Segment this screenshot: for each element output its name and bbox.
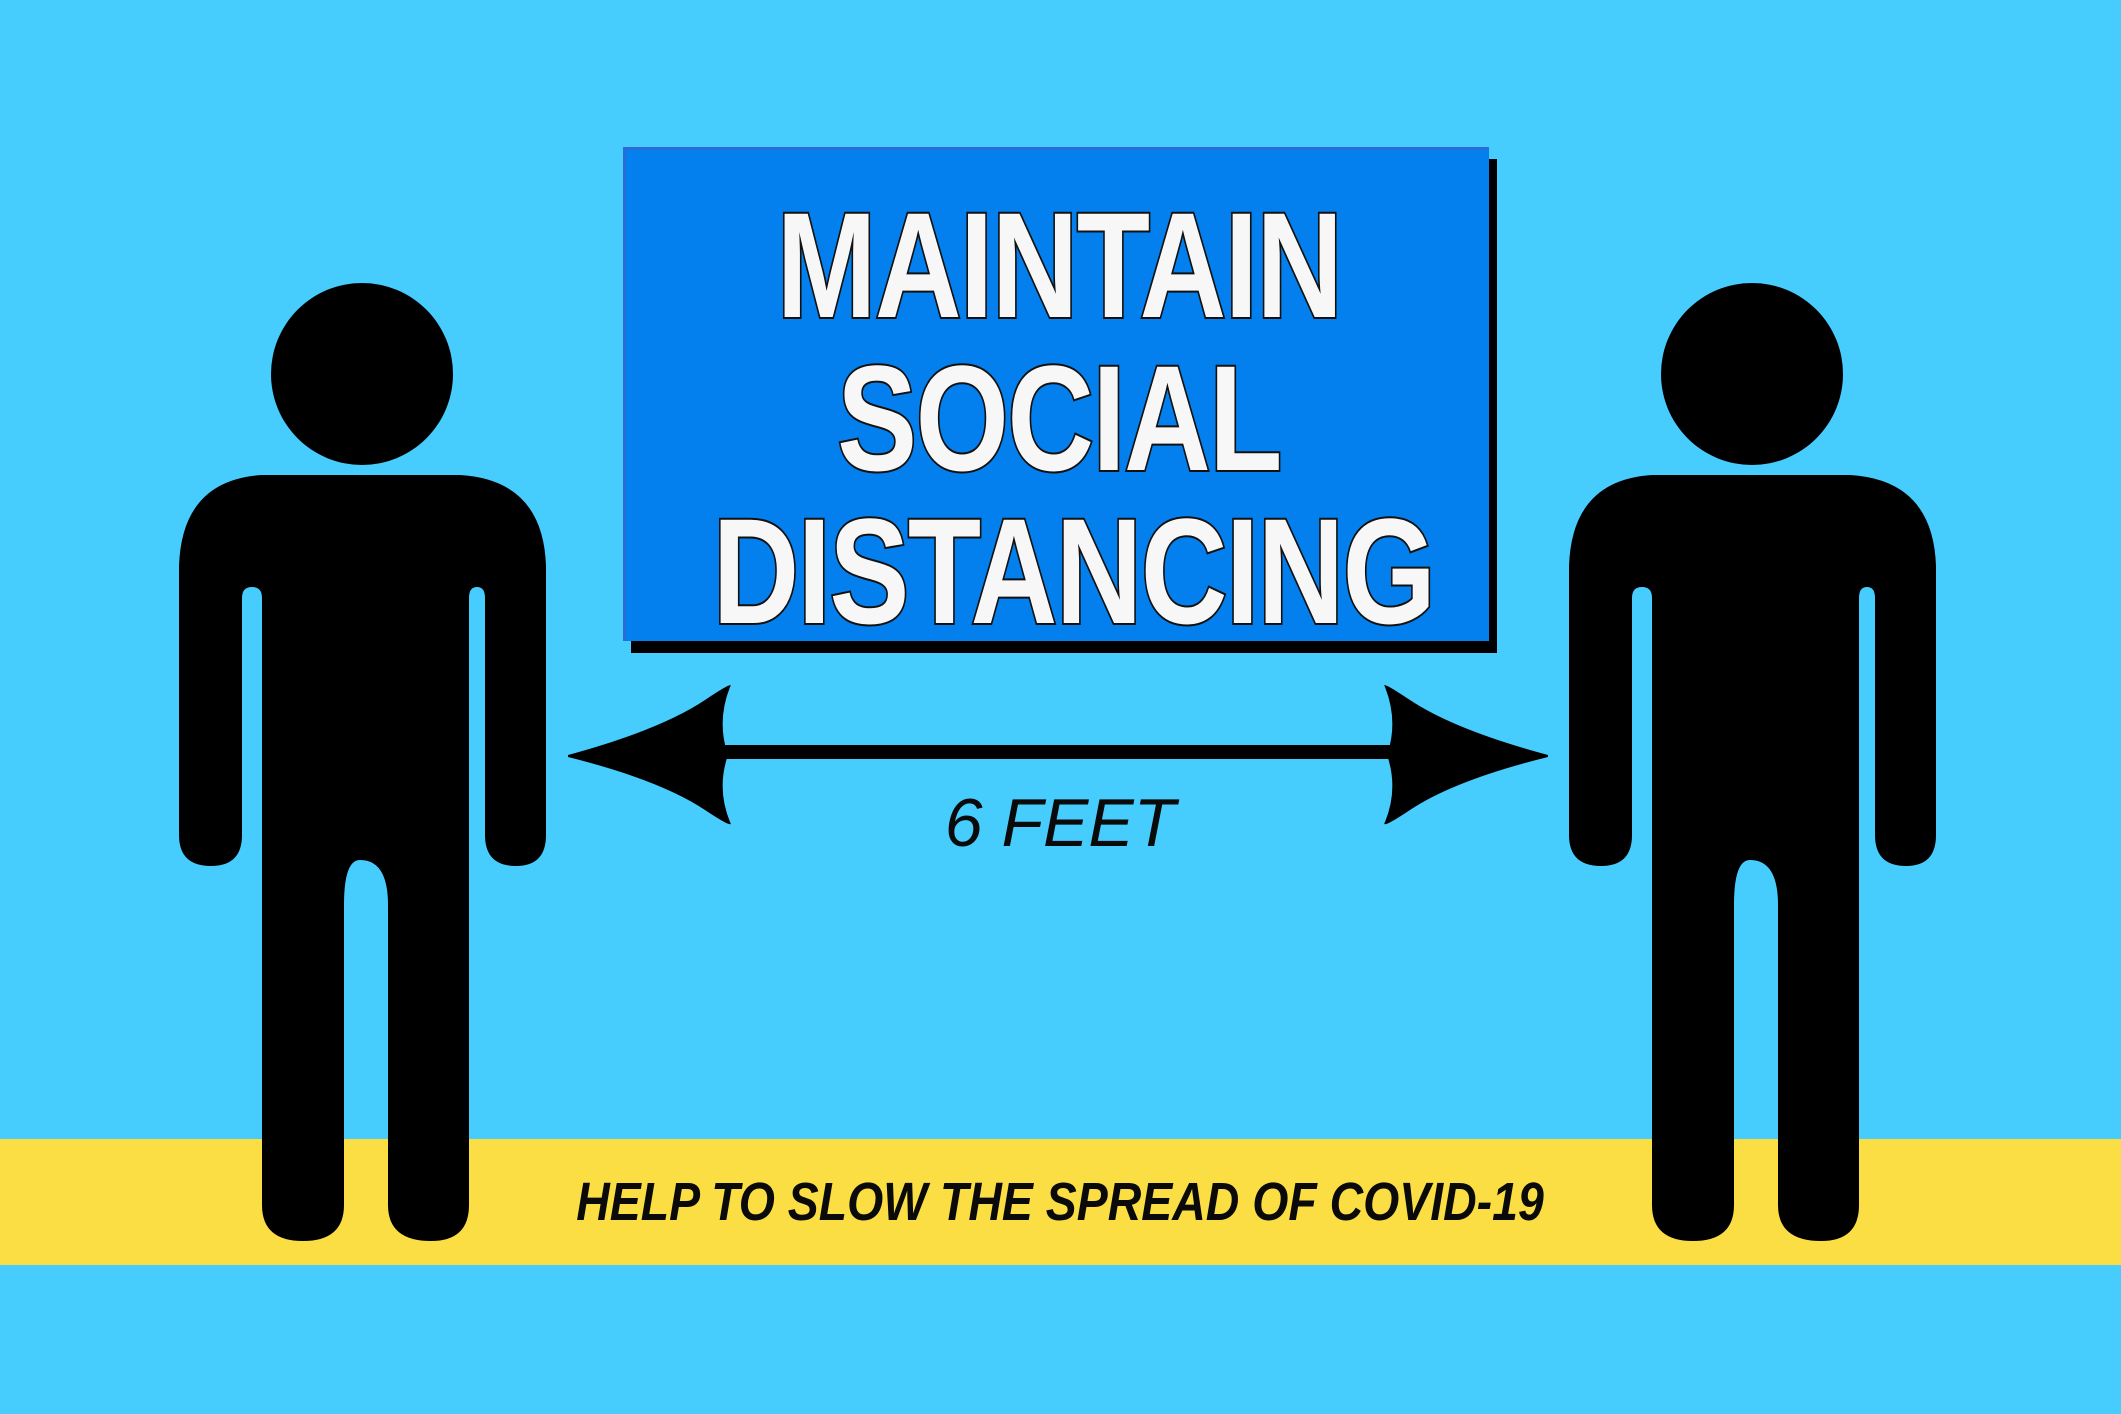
footer-message: HELP TO SLOW THE SPREAD OF COVID-19	[576, 1172, 1544, 1232]
headline-line-3: DISTANCING	[711, 487, 1438, 655]
headline-banner: MAINTAIN SOCIAL DISTANCING	[623, 147, 1489, 648]
footer-band	[0, 1139, 2121, 1265]
headline-line-2: SOCIAL	[836, 334, 1285, 502]
distance-label: 6 FEET	[944, 785, 1176, 861]
headline-line-1: MAINTAIN	[775, 181, 1345, 349]
